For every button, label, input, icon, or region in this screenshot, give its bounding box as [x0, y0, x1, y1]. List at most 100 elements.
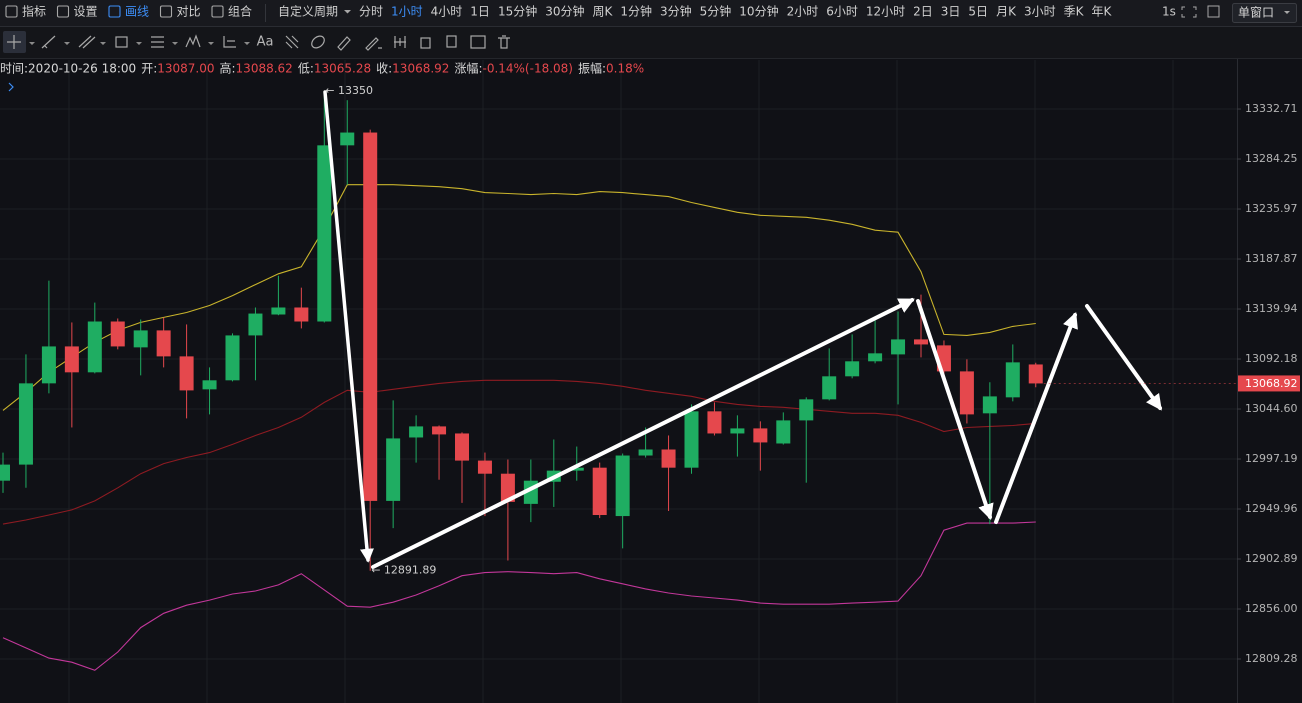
- pattern-tool[interactable]: [185, 34, 201, 48]
- fib-tool[interactable]: [151, 36, 164, 48]
- candle-body: [822, 376, 837, 400]
- y-tick-label: 13139.94: [1245, 302, 1298, 315]
- candle-body: [225, 335, 240, 381]
- candle-body: [1028, 364, 1043, 384]
- candle-body: [432, 426, 447, 435]
- dropdown-carets: [29, 42, 250, 45]
- pen-tool[interactable]: [365, 37, 382, 51]
- indicator-line: [2, 521, 1036, 671]
- candle-body: [294, 307, 309, 322]
- period-option[interactable]: 4小时: [431, 5, 463, 19]
- y-tick-label: 12949.96: [1245, 502, 1298, 515]
- period-option[interactable]: 2日: [913, 5, 933, 19]
- candle-body: [914, 339, 928, 345]
- layout-icon[interactable]: [1207, 5, 1220, 18]
- candle-body: [845, 361, 860, 377]
- period-option[interactable]: 3分钟: [660, 4, 692, 19]
- tool-label[interactable]: 组合: [228, 4, 252, 19]
- tool-label[interactable]: 设置: [74, 5, 98, 19]
- candle-body: [409, 426, 424, 438]
- candle-body: [248, 313, 263, 336]
- candle-body: [592, 467, 607, 516]
- fullscreen-icon[interactable]: [1181, 6, 1197, 18]
- period-option[interactable]: 季K: [1064, 5, 1085, 19]
- window-select-box[interactable]: [1232, 3, 1297, 23]
- erase-tool[interactable]: [309, 34, 326, 51]
- copy-tool[interactable]: [446, 35, 457, 48]
- candle-body: [959, 371, 974, 415]
- candle-body: [730, 428, 745, 434]
- period-option[interactable]: 分时: [359, 5, 383, 19]
- line-tool[interactable]: [41, 35, 56, 49]
- measure-tool[interactable]: [223, 36, 236, 48]
- custom-period[interactable]: 自定义周期: [278, 4, 338, 19]
- candle-body: [64, 346, 79, 373]
- tool-label[interactable]: 对比: [177, 5, 201, 19]
- screenshot-tool[interactable]: [470, 35, 486, 49]
- period-option[interactable]: 30分钟: [545, 4, 584, 19]
- last-price-tag: [1238, 375, 1300, 392]
- period-option[interactable]: 1日: [470, 5, 490, 19]
- rect-tool[interactable]: [115, 36, 128, 48]
- y-tick-label: 12809.28: [1245, 652, 1298, 665]
- y-tick-label: 13332.71: [1245, 102, 1298, 115]
- period-option[interactable]: 周K: [593, 5, 614, 19]
- text-tool[interactable]: Aa: [257, 35, 274, 50]
- period-option[interactable]: 1小时: [391, 5, 423, 19]
- candle-body: [477, 460, 492, 474]
- info-value: 13088.62: [236, 62, 293, 76]
- y-tick-label: 13092.18: [1245, 352, 1298, 365]
- y-tick-label: 12856.00: [1245, 602, 1298, 615]
- y-tick-label: 12997.19: [1245, 452, 1298, 465]
- period-option[interactable]: 3小时: [1024, 5, 1056, 19]
- period-option[interactable]: 年K: [1091, 5, 1112, 19]
- candle-body: [18, 383, 33, 465]
- period-option[interactable]: 10分钟: [739, 4, 778, 19]
- period-option[interactable]: 1分钟: [620, 4, 652, 19]
- drawn-arrow: [371, 298, 915, 569]
- refresh-interval[interactable]: 1s: [1162, 5, 1176, 19]
- candle-body: [41, 346, 56, 384]
- info-label: 低:: [298, 62, 314, 76]
- lock-tool[interactable]: [420, 37, 431, 49]
- candle-body: [661, 449, 676, 468]
- crosshair-tool[interactable]: [7, 35, 21, 49]
- expand-chevron[interactable]: [8, 82, 14, 92]
- user-drawn-arrows: [323, 90, 1162, 569]
- parallel-tool[interactable]: [78, 35, 96, 49]
- info-value: 13068.92: [392, 62, 449, 76]
- drawing-tools: Aa: [3, 31, 510, 53]
- period-option[interactable]: 5分钟: [700, 4, 732, 19]
- y-tick-label: 13235.97: [1245, 202, 1298, 215]
- candle-body: [271, 307, 286, 315]
- delete-tool[interactable]: [498, 35, 510, 49]
- candle-body: [340, 132, 355, 146]
- period-option[interactable]: 12小时: [866, 5, 905, 19]
- tool-label[interactable]: 画线: [125, 5, 149, 19]
- candle-body: [179, 356, 194, 391]
- brush-tool[interactable]: [285, 35, 299, 49]
- period-option[interactable]: 2小时: [787, 5, 819, 19]
- tool-icon: [56, 5, 70, 18]
- candle-body: [982, 396, 997, 414]
- period-option[interactable]: 15分钟: [498, 4, 537, 19]
- tool-label[interactable]: 指标: [22, 4, 46, 19]
- candle-body: [799, 399, 814, 421]
- tool-icon: [5, 5, 18, 18]
- candle-body: [891, 339, 906, 355]
- candle-body: [868, 353, 883, 362]
- window-select[interactable]: 单窗口: [1238, 6, 1274, 20]
- ruler-tool[interactable]: [337, 36, 351, 51]
- tool-icon: [211, 5, 224, 18]
- top-toolbar: [0, 0, 1302, 26]
- candle-tool[interactable]: [394, 36, 406, 48]
- period-option[interactable]: 月K: [996, 5, 1017, 19]
- indicator-line: [2, 379, 1036, 525]
- period-option[interactable]: 6小时: [826, 5, 858, 19]
- period-option[interactable]: 3日: [941, 5, 961, 19]
- period-option[interactable]: 5日: [968, 5, 988, 19]
- drawing-toolbar: [0, 27, 1302, 58]
